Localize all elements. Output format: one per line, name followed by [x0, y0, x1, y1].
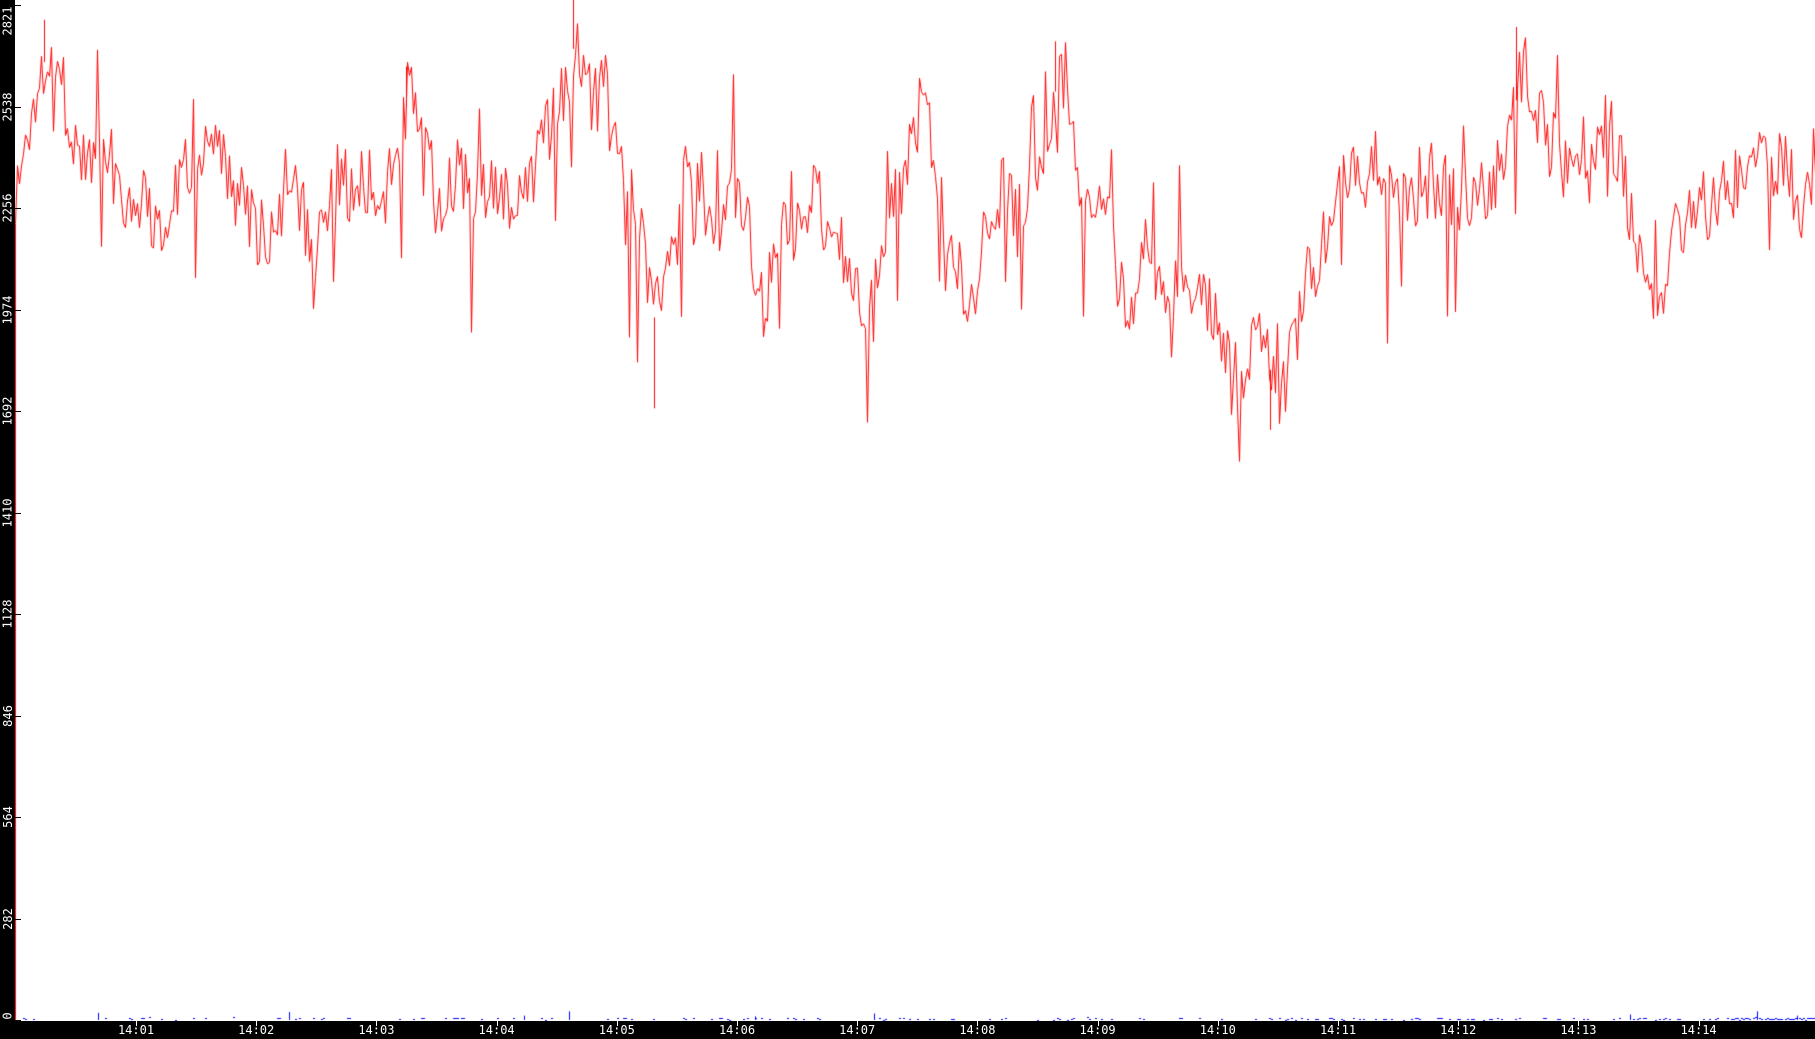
x-tick-mark — [977, 1021, 979, 1026]
x-tick-mark — [496, 1021, 498, 1026]
y-tick-mark — [15, 512, 21, 514]
y-tick-mark — [15, 208, 21, 210]
x-tick-label: 14:03 — [358, 1023, 395, 1037]
y-tick-mark — [15, 411, 21, 413]
x-tick-label: 14:05 — [598, 1023, 635, 1037]
y-axis-bar — [0, 0, 15, 1039]
x-axis-bar — [0, 1021, 1815, 1039]
x-tick-mark — [857, 1021, 859, 1026]
x-tick-mark — [1097, 1021, 1099, 1026]
x-tick-label: 14:13 — [1560, 1023, 1597, 1037]
y-tick-mark — [15, 817, 21, 819]
x-tick-label: 14:08 — [959, 1023, 996, 1037]
x-tick-label: 14:09 — [1079, 1023, 1116, 1037]
x-tick-mark — [1698, 1021, 1700, 1026]
x-tick-label: 14:10 — [1199, 1023, 1236, 1037]
y-tick-mark — [15, 614, 21, 616]
x-tick-mark — [256, 1021, 258, 1026]
x-tick-label: 14:07 — [839, 1023, 876, 1037]
x-tick-mark — [1338, 1021, 1339, 1026]
x-tick-label: 14:11 — [1319, 1023, 1357, 1037]
x-tick-label: 14:06 — [718, 1023, 756, 1037]
x-tick-label: 14:04 — [478, 1023, 515, 1037]
x-tick-mark — [376, 1021, 378, 1026]
x-tick-label: 14:01 — [117, 1023, 155, 1037]
x-tick-label: 14:14 — [1680, 1023, 1717, 1037]
y-tick-mark — [15, 1020, 21, 1021]
plot-area — [15, 0, 1815, 1022]
x-tick-mark — [616, 1021, 618, 1026]
x-tick-label: 14:12 — [1440, 1023, 1477, 1037]
y-tick-mark — [15, 918, 21, 920]
x-tick-mark — [1217, 1021, 1219, 1026]
y-tick-mark — [15, 106, 21, 108]
x-tick-mark — [737, 1021, 738, 1026]
y-tick-mark — [15, 715, 21, 717]
x-tick-label: 14:02 — [238, 1023, 275, 1037]
y-tick-mark — [15, 309, 21, 311]
x-tick-mark — [1578, 1021, 1580, 1026]
x-tick-mark — [136, 1021, 137, 1026]
y-tick-mark — [15, 5, 21, 6]
x-tick-mark — [1458, 1021, 1460, 1026]
